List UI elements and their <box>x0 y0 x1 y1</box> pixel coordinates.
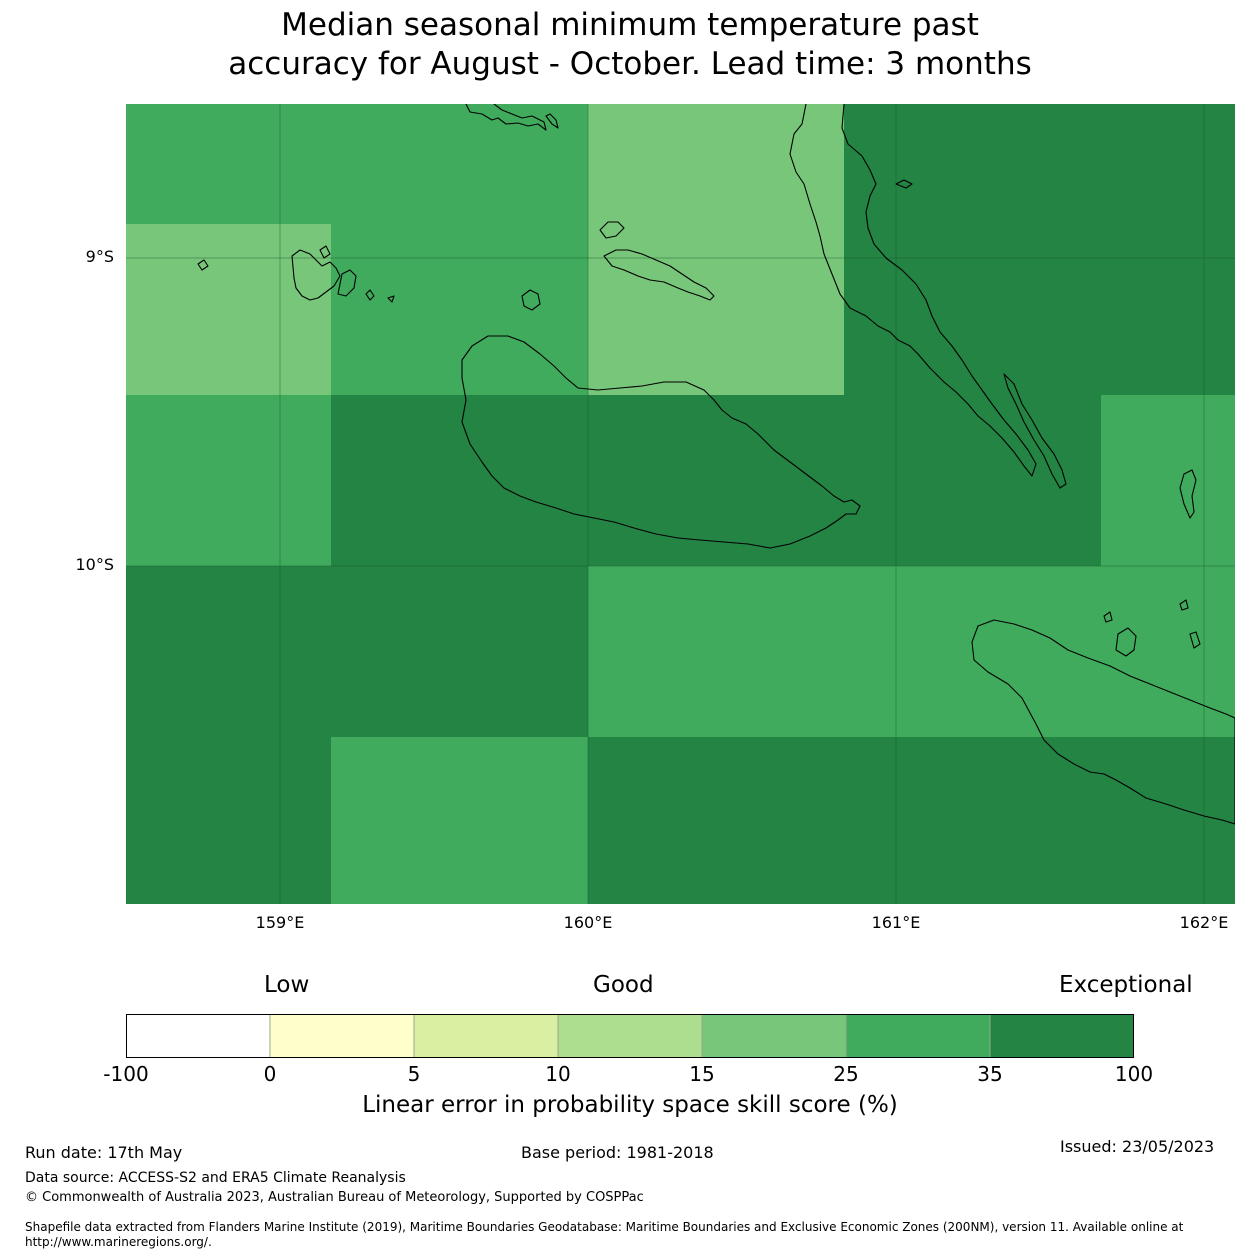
copyright: © Commonwealth of Australia 2023, Austra… <box>25 1190 644 1205</box>
grid-cells <box>126 104 1235 904</box>
coast-islet-w2 <box>387 295 395 303</box>
coast-russell-3 <box>319 245 331 259</box>
cell-nw-top <box>126 104 588 224</box>
tick-label: 10 <box>545 1062 571 1086</box>
issued-date: Issued: 23/05/2023 <box>1060 1137 1215 1156</box>
coast-islet-e <box>1179 469 1197 519</box>
cell-s-center <box>331 737 588 904</box>
coast-islet-north <box>545 113 559 129</box>
coast-nggela <box>603 249 715 301</box>
coast-guadalcanal <box>461 335 861 549</box>
colorbar-segment <box>701 1014 847 1058</box>
coast-malaita <box>789 104 1037 477</box>
cell-center-vhigh <box>331 395 1101 566</box>
lat-label-10s: 10°S <box>75 555 114 574</box>
coast-islet-se2 <box>1179 599 1189 611</box>
lon-label-162e: 162°E <box>1179 913 1229 932</box>
run-date: Run date: 17th May <box>25 1143 183 1162</box>
skill-map <box>126 104 1235 904</box>
coast-islet-se3 <box>1189 631 1201 649</box>
cell-center-high <box>331 224 588 395</box>
tick-label: 15 <box>689 1062 715 1086</box>
colorbar-segment <box>126 1014 271 1058</box>
coast-savo <box>521 289 541 311</box>
tick-label: -100 <box>103 1062 149 1086</box>
coast-islet-w <box>197 259 209 271</box>
lon-label-159e: 159°E <box>255 913 305 932</box>
colorbar-border <box>126 1014 1134 1058</box>
cell-e-mid <box>1101 395 1235 566</box>
coast-islet-se1 <box>1103 611 1113 623</box>
tick-label: 35 <box>977 1062 1003 1086</box>
coast-islet-w3 <box>365 289 375 301</box>
tick-label: 25 <box>833 1062 859 1086</box>
tick-label: 100 <box>1114 1062 1154 1086</box>
colorbar-segment <box>413 1014 559 1058</box>
colorbar-segment <box>269 1014 415 1058</box>
base-period: Base period: 1981-2018 <box>521 1143 714 1162</box>
title-line-1: Median seasonal minimum temperature past <box>281 7 979 43</box>
coast-small-1 <box>895 179 913 189</box>
coast-maramasike <box>1003 373 1067 489</box>
cell-ne <box>844 104 1235 395</box>
cell-se-lower <box>588 737 1235 904</box>
cell-w-mid <box>126 395 331 566</box>
skill-map-canvas <box>126 104 1235 904</box>
legend-category-low: Low <box>264 972 310 998</box>
title-line-2: accuracy for August - October. Lead time… <box>228 46 1032 82</box>
coastlines <box>197 104 1235 825</box>
colorbar-segment <box>845 1014 991 1058</box>
coast-isabel-north <box>465 104 547 131</box>
coast-russell <box>291 249 341 301</box>
shapefile-credit-2: http://www.marineregions.org/. <box>25 1235 212 1249</box>
cell-n-center <box>588 104 844 395</box>
cell-se-upper <box>588 566 1235 737</box>
colorbar-title: Linear error in probability space skill … <box>362 1092 898 1118</box>
tick-label: 0 <box>263 1062 277 1086</box>
tick-label: 5 <box>407 1062 421 1086</box>
legend-category-good: Good <box>593 972 654 998</box>
coast-ugi <box>1115 627 1137 657</box>
coast-russell-2 <box>337 269 357 297</box>
colorbar-segment <box>557 1014 703 1058</box>
lat-label-9s: 9°S <box>85 247 114 266</box>
legend-category-exceptional: Exceptional <box>1059 972 1193 998</box>
lon-label-160e: 160°E <box>563 913 613 932</box>
lon-label-161e: 161°E <box>871 913 921 932</box>
coast-makira <box>971 619 1235 825</box>
colorbar-svg <box>126 1014 1134 1058</box>
colorbar <box>126 1014 1134 1058</box>
shapefile-credit-1: Shapefile data extracted from Flanders M… <box>25 1220 1184 1234</box>
coast-nggela-2 <box>599 221 625 239</box>
data-source: Data source: ACCESS-S2 and ERA5 Climate … <box>25 1170 406 1186</box>
graticule <box>126 104 1235 904</box>
map-title: Median seasonal minimum temperature past… <box>0 6 1260 84</box>
colorbar-segment <box>989 1014 1134 1058</box>
